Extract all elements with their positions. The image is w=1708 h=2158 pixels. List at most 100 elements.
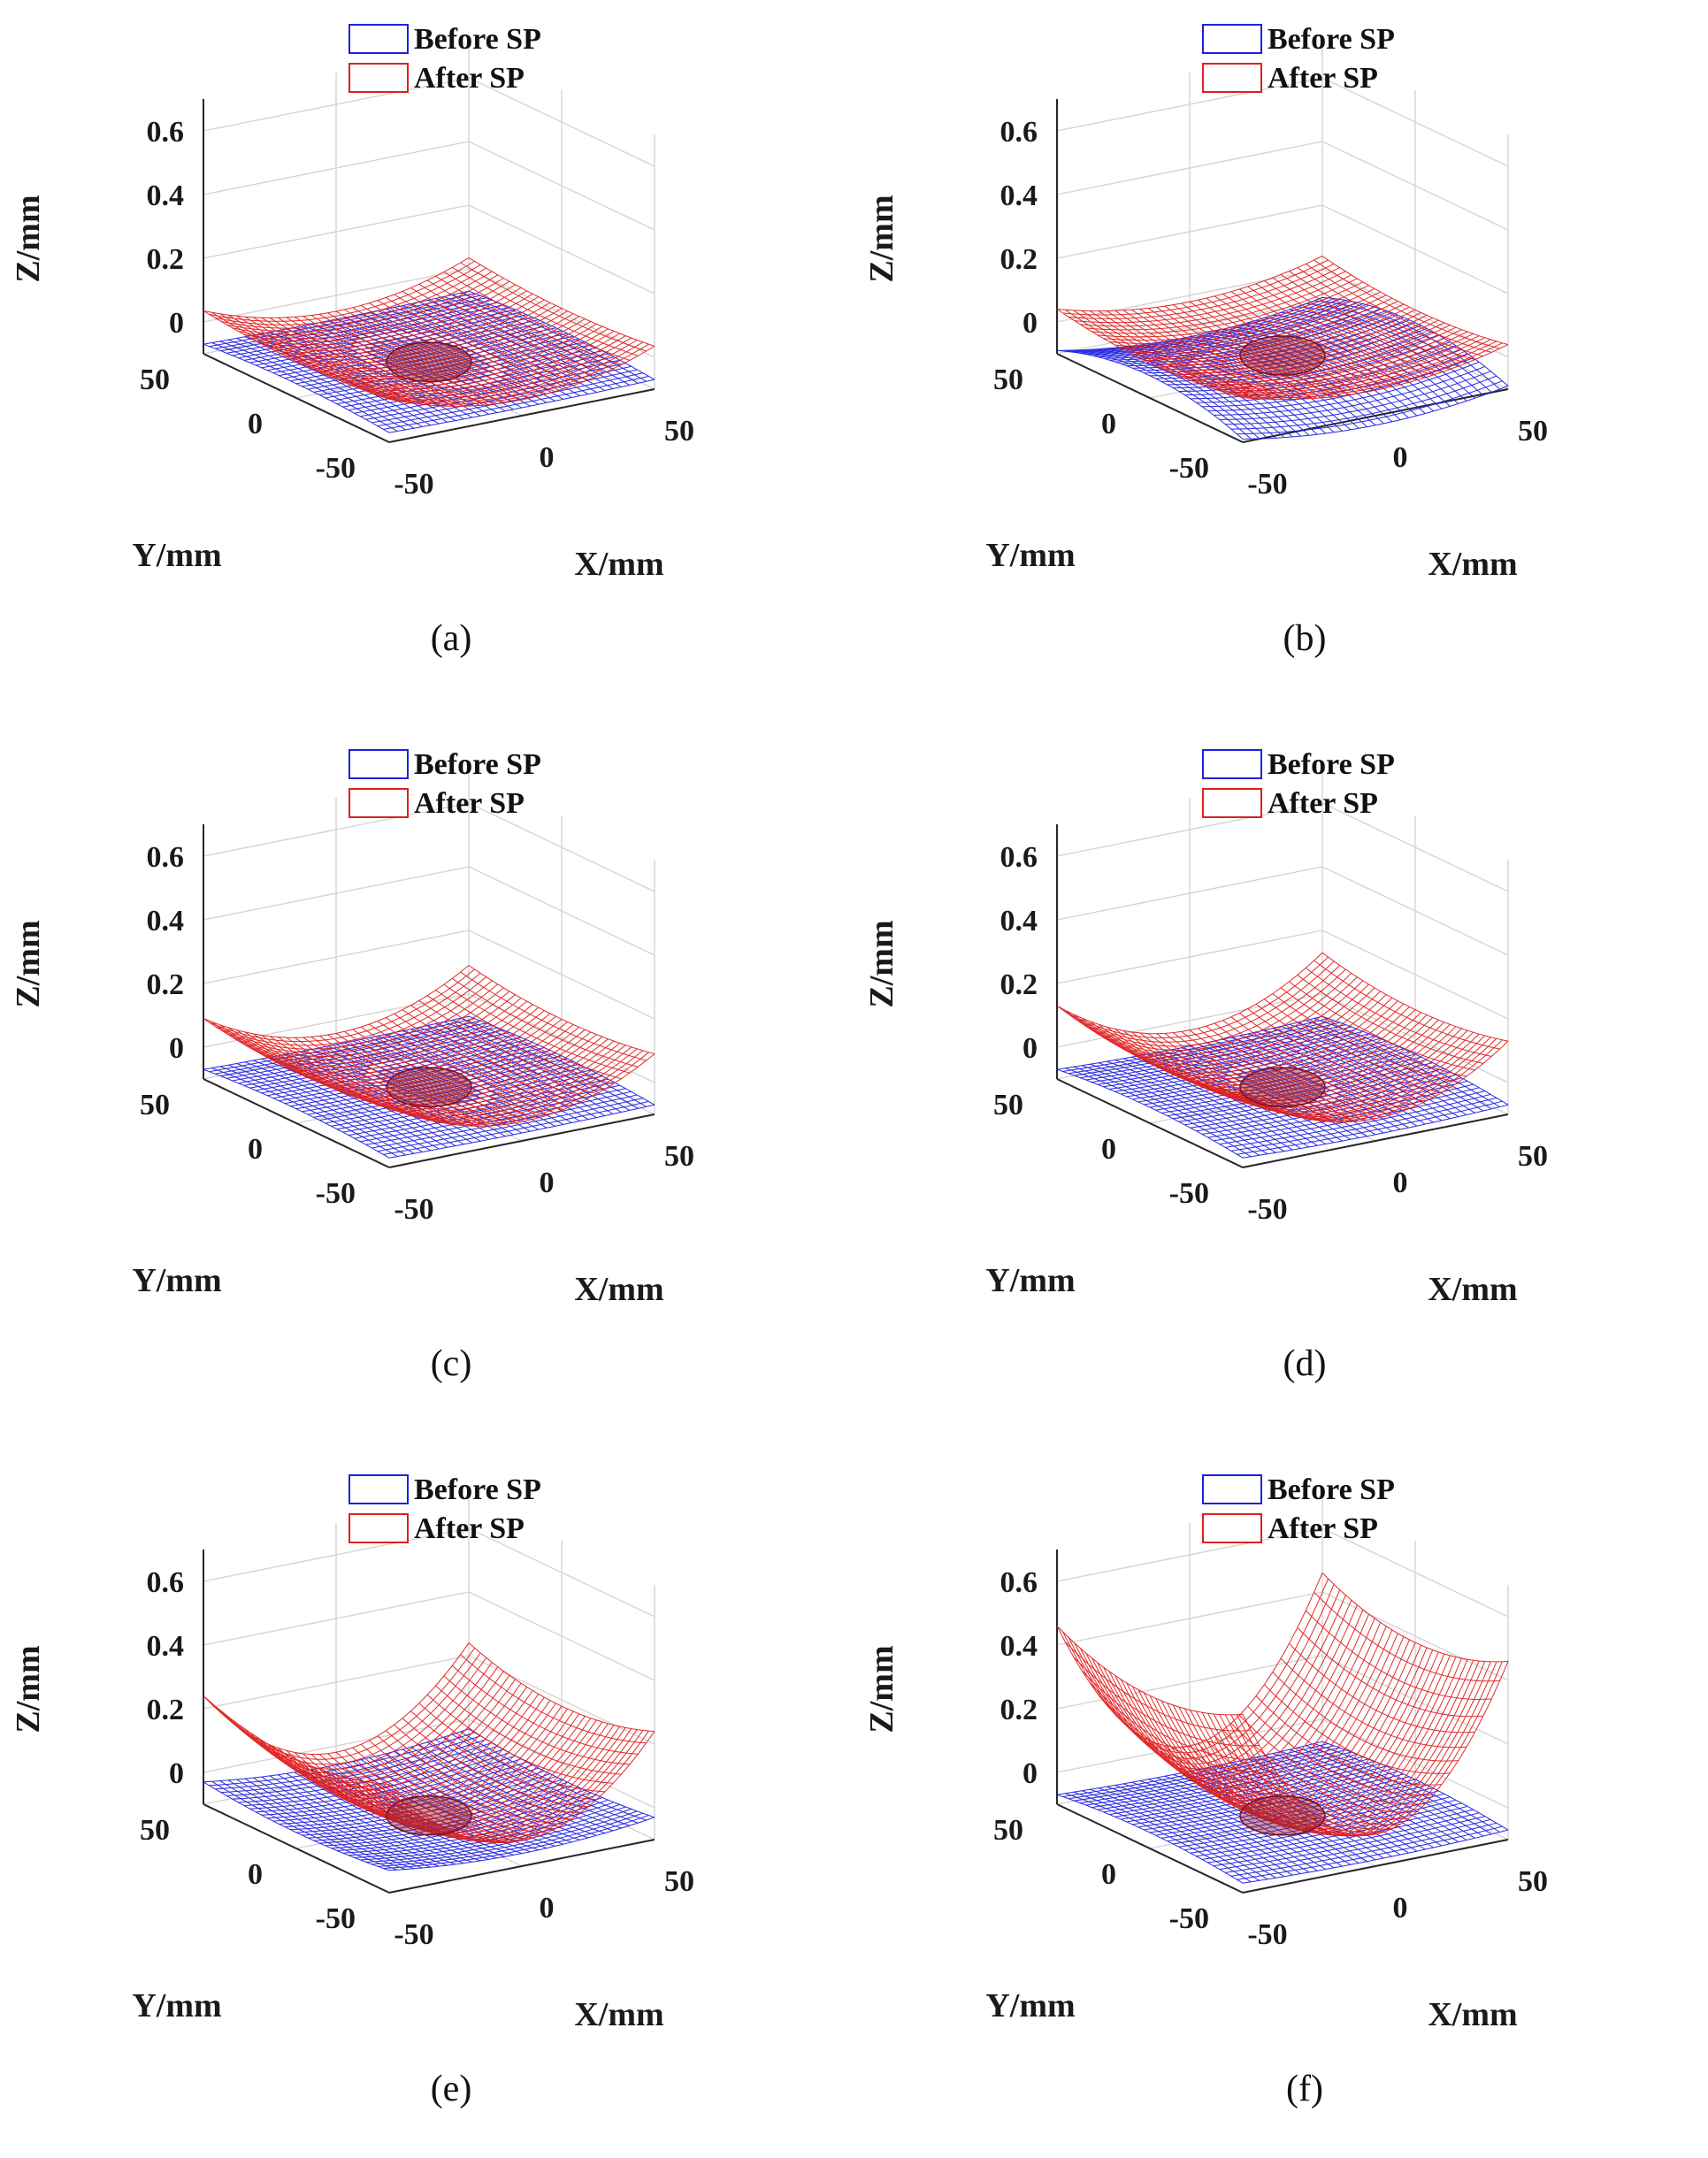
mesh-line — [1081, 1670, 1268, 1761]
mesh-line — [360, 1743, 548, 1833]
z-tick-label: 0.6 — [147, 1566, 185, 1599]
y-tick-label: 50 — [993, 1089, 1023, 1121]
mesh-line — [394, 1724, 580, 1814]
mesh-line — [344, 1749, 531, 1840]
mesh-line — [1156, 1033, 1343, 1123]
z-tick-label: 0.6 — [1000, 841, 1038, 874]
gridline — [1056, 866, 1323, 921]
mesh-line — [310, 1754, 497, 1843]
mesh-line — [1122, 1783, 1310, 1873]
mesh-line — [468, 1642, 655, 1733]
mesh-line — [1264, 317, 1451, 407]
mesh-line — [211, 311, 398, 402]
z-tick-label: 0.2 — [147, 243, 185, 276]
y-axis-label: Y/mm — [985, 537, 1075, 574]
x-axis-line — [388, 1113, 655, 1168]
mesh-line — [344, 1030, 531, 1121]
mesh-line — [1198, 1743, 1384, 1833]
z-tick-label: 0.2 — [147, 1694, 185, 1726]
mesh-line — [1230, 1016, 1418, 1106]
mesh-line — [327, 1034, 514, 1124]
mesh-line — [1156, 1742, 1343, 1833]
mesh-line — [352, 1029, 539, 1119]
gridline — [1056, 802, 1323, 857]
legend-label: After SP — [1268, 62, 1378, 95]
mesh-line — [1306, 263, 1492, 353]
y-axis-line — [1056, 353, 1244, 443]
z-tick-label: 0.4 — [1000, 1630, 1038, 1663]
mesh-line — [1090, 1063, 1276, 1153]
mesh-line — [1314, 259, 1500, 349]
gridline — [203, 993, 470, 1048]
z-tick-label: 0.6 — [1000, 1566, 1038, 1599]
mesh-line — [1206, 1740, 1392, 1830]
mesh-line — [319, 1035, 506, 1125]
z-axis-label: Z/mm — [863, 1645, 900, 1733]
mesh-line — [1065, 1641, 1252, 1732]
mesh-line — [468, 965, 655, 1055]
z-tick-label: 0.6 — [147, 116, 185, 149]
panel-caption: (e) — [431, 2069, 472, 2109]
mesh-line — [253, 1033, 440, 1123]
mesh-line — [1222, 328, 1409, 418]
mesh-line — [352, 307, 539, 397]
legend-label: Before SP — [1268, 1473, 1395, 1506]
mesh-line — [1214, 331, 1401, 421]
legend-label: Before SP — [414, 748, 541, 781]
mesh-line — [394, 294, 580, 384]
gridline — [1056, 1655, 1323, 1710]
axes — [1056, 824, 1509, 1168]
mesh-line — [1098, 1062, 1285, 1152]
mesh-line — [1056, 309, 1244, 399]
mesh-line — [1247, 322, 1434, 412]
mesh-line — [360, 304, 548, 394]
mesh-line — [1122, 1058, 1310, 1148]
z-tick-label: 0.4 — [147, 180, 185, 212]
mesh-line — [1131, 1781, 1318, 1871]
panel-caption: (a) — [431, 618, 472, 659]
mesh-line — [1222, 1764, 1409, 1854]
x-tick-label: 0 — [1393, 1892, 1408, 1925]
mesh-line — [460, 1017, 647, 1107]
mesh-line — [278, 1774, 464, 1864]
surface-chart-e: 0 0.2 0.4 0.6 -50 0 50 50 0 -50 Z/mm X/mm Y/mm Before… — [10, 1473, 694, 2109]
legend-label: Before SP — [414, 23, 541, 56]
mesh-line — [460, 262, 647, 352]
gridline — [468, 77, 655, 167]
y-axis-label: Y/mm — [985, 1987, 1075, 2024]
z-tick-label: 0.2 — [1000, 1694, 1038, 1726]
mesh-line — [1280, 1751, 1467, 1840]
mesh-line — [1222, 1729, 1409, 1820]
peened-region-marker — [1239, 1795, 1326, 1836]
gridline — [1056, 930, 1323, 984]
z-tick-label: 0.6 — [1000, 116, 1038, 149]
gridline — [468, 802, 655, 892]
mesh-line — [310, 1049, 498, 1139]
mesh-line — [1122, 1029, 1310, 1120]
mesh-line — [1306, 1020, 1492, 1110]
mesh-line — [1139, 344, 1327, 434]
z-tick-label: 0 — [1023, 1032, 1038, 1065]
mesh-line — [319, 322, 506, 412]
mesh-line — [418, 283, 605, 373]
legend-label: Before SP — [414, 1473, 541, 1506]
mesh-line — [1255, 1756, 1443, 1847]
mesh-line — [1164, 1775, 1352, 1865]
mesh-line — [1139, 308, 1326, 398]
x-axis-label: X/mm — [1428, 546, 1517, 583]
legend: Before SP After SP — [348, 23, 541, 95]
mesh-line — [1272, 314, 1459, 404]
mesh-line — [377, 1735, 563, 1825]
gridline — [468, 866, 655, 956]
mesh-line — [352, 315, 540, 405]
mesh-line — [327, 320, 514, 410]
mesh-line — [1172, 1746, 1360, 1837]
surface-chart-d: 00.20.40.6-50050500-50Z/mmX/mmY/mmBefore… — [863, 748, 1548, 1384]
x-axis-label: X/mm — [1428, 1996, 1517, 2033]
x-axis-line — [1242, 1839, 1509, 1894]
mesh-line — [236, 1725, 423, 1815]
mesh-line — [1098, 1787, 1285, 1878]
mesh-line — [1147, 1779, 1335, 1869]
mesh-line — [377, 300, 564, 390]
mesh-line — [244, 1061, 432, 1152]
